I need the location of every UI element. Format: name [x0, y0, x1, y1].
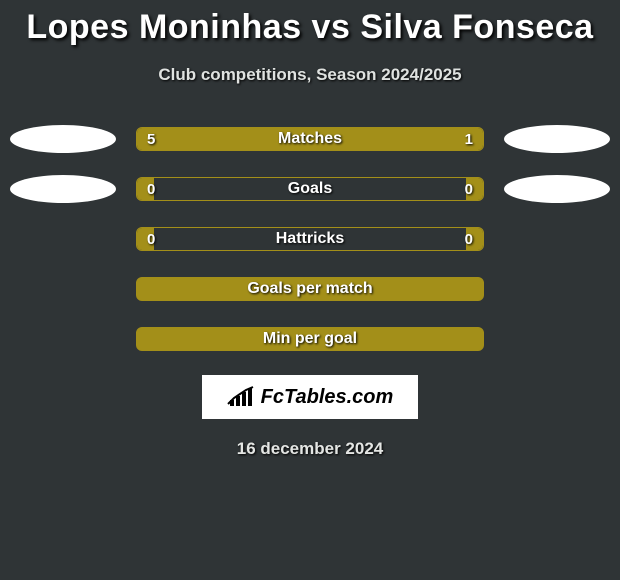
badge-spacer: [504, 225, 610, 253]
logo-text: FcTables.com: [261, 386, 394, 409]
stat-row: 00Hattricks: [0, 225, 620, 253]
avatar-left: [10, 125, 116, 153]
stat-value-left: 5: [137, 128, 425, 150]
badge-spacer: [504, 325, 610, 353]
stat-value-right: 0: [466, 178, 483, 200]
badge-spacer: [10, 225, 116, 253]
stat-bar: Goals per match: [136, 277, 484, 301]
stat-value-right: 0: [466, 228, 483, 250]
stat-bar: Min per goal: [136, 327, 484, 351]
page-title: Lopes Moninhas vs Silva Fonseca: [0, 0, 620, 47]
stat-value-left: 0: [137, 228, 154, 250]
stat-value-left: 0: [137, 178, 154, 200]
stat-bar: 51Matches: [136, 127, 484, 151]
stat-row: Goals per match: [0, 275, 620, 303]
chart-icon: [227, 386, 255, 408]
stat-bar: 00Hattricks: [136, 227, 484, 251]
badge-spacer: [10, 325, 116, 353]
stat-row: Min per goal: [0, 325, 620, 353]
stat-value-right: 1: [425, 128, 483, 150]
stat-row: 00Goals: [0, 175, 620, 203]
stats-container: 51Matches00Goals00HattricksGoals per mat…: [0, 125, 620, 353]
avatar-left: [10, 175, 116, 203]
subtitle: Club competitions, Season 2024/2025: [0, 65, 620, 85]
avatar-right: [504, 175, 610, 203]
date-text: 16 december 2024: [0, 439, 620, 459]
badge-spacer: [504, 275, 610, 303]
stat-bar: 00Goals: [136, 177, 484, 201]
logo-box: FcTables.com: [202, 375, 418, 419]
stat-row: 51Matches: [0, 125, 620, 153]
avatar-right: [504, 125, 610, 153]
badge-spacer: [10, 275, 116, 303]
